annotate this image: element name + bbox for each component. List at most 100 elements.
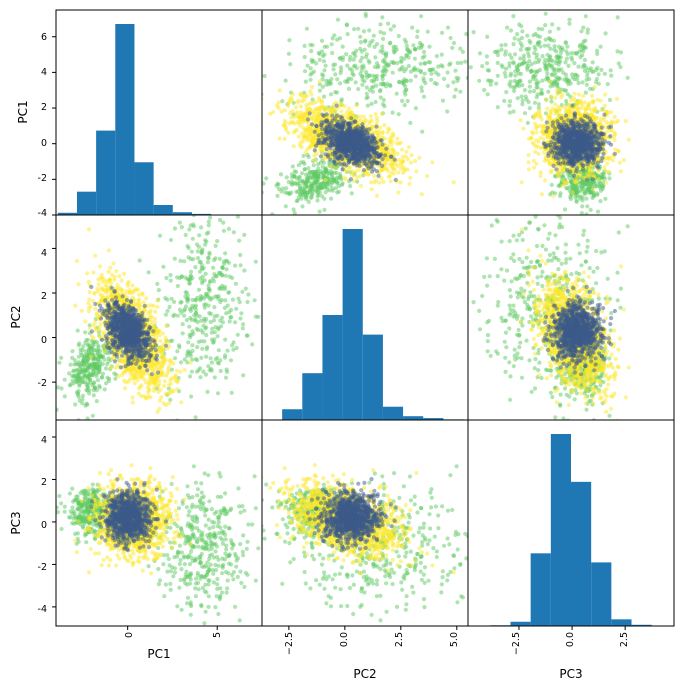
scatter-point — [625, 75, 630, 80]
scatter-point — [370, 146, 376, 151]
scatter-point — [378, 95, 383, 100]
scatter-point — [538, 91, 543, 96]
scatter-point — [591, 192, 597, 197]
scatter-point — [319, 38, 325, 43]
histogram-bar — [57, 212, 77, 215]
scatter-point — [300, 204, 305, 209]
scatter-point — [534, 95, 539, 100]
scatter-point — [291, 144, 296, 149]
scatter-point — [335, 77, 340, 82]
scatter-point — [594, 80, 599, 85]
scatter-point — [402, 103, 407, 108]
scatter-point — [324, 147, 329, 152]
scatter-point — [595, 209, 601, 214]
scatter-point — [391, 61, 396, 66]
scatter-point — [326, 135, 331, 140]
scatter-point — [317, 82, 322, 87]
scatter-point — [279, 109, 284, 114]
scatter-point — [317, 98, 322, 103]
scatter-point — [334, 132, 339, 137]
scatter-point — [337, 36, 343, 41]
scatter-point — [358, 59, 363, 64]
scatter-point — [350, 169, 355, 174]
scatter-point — [422, 71, 427, 76]
scatter-point — [277, 136, 282, 141]
scatter-point — [503, 74, 508, 79]
scatter-point — [356, 86, 361, 92]
scatter-point — [549, 182, 554, 187]
scatter-point — [588, 86, 593, 91]
scatter-point — [557, 106, 562, 111]
scatter-point — [585, 27, 591, 32]
scatter-point — [540, 129, 545, 134]
scatter-point — [358, 183, 363, 188]
scatter-point — [335, 17, 341, 22]
scatter-point — [396, 170, 401, 175]
scatter-point — [375, 160, 380, 165]
scatter-point — [583, 90, 588, 95]
scatter-point — [555, 92, 560, 97]
scatter-point — [451, 40, 457, 46]
scatter-point — [318, 169, 324, 174]
scatter-point — [576, 92, 582, 97]
scatter-point — [338, 65, 344, 70]
scatter-point — [507, 110, 512, 115]
scatter-point — [517, 79, 522, 85]
scatter-point — [320, 53, 326, 59]
scatter-point — [314, 123, 319, 128]
scatter-point — [422, 61, 428, 66]
scatter-point — [268, 111, 273, 116]
scatter-point — [316, 133, 321, 138]
scatter-point — [320, 112, 325, 117]
scatter-point — [360, 82, 365, 87]
scatter-point — [309, 92, 314, 97]
scatter-point — [425, 29, 430, 34]
scatter-point — [530, 140, 535, 145]
scatter-point — [403, 84, 408, 89]
scatter-point — [574, 51, 580, 56]
scatter-point — [359, 74, 364, 79]
scatter-point — [556, 26, 561, 31]
scatter-point — [276, 100, 281, 105]
scatter-point — [303, 150, 308, 155]
scatter-point — [543, 57, 548, 63]
scatter-point — [279, 189, 284, 194]
scatter-point — [533, 47, 538, 52]
scatter-point — [348, 184, 353, 189]
scatter-point — [310, 133, 315, 138]
scatter-point — [337, 101, 342, 106]
scatter-point — [289, 172, 294, 177]
scatter-point — [321, 139, 327, 144]
scatter-point — [416, 45, 421, 50]
scatter-point — [618, 64, 623, 70]
scatter-point — [405, 47, 410, 52]
cell-content — [468, 10, 631, 215]
scatter-point — [516, 37, 522, 42]
scatter-point — [303, 180, 308, 185]
scatter-point — [471, 29, 476, 35]
scatter-point — [354, 141, 359, 147]
scatter-point — [307, 170, 312, 175]
scatter-point — [358, 118, 363, 123]
scatter-point — [436, 72, 441, 77]
scatter-point — [536, 151, 541, 156]
scatter-point — [525, 67, 530, 72]
scatter-point — [310, 185, 315, 190]
scatter-point — [599, 67, 604, 72]
scatter-point — [590, 99, 596, 104]
scatter-point — [511, 109, 516, 114]
scatter-point — [402, 89, 407, 94]
scatter-point — [290, 109, 295, 114]
scatter-point — [448, 35, 453, 41]
scatter-point — [308, 72, 313, 77]
scatter-point — [572, 179, 577, 184]
scatter-point — [520, 98, 525, 103]
scatter-point — [567, 17, 572, 22]
scatter-point — [563, 40, 568, 45]
scatter-point — [410, 25, 415, 30]
scatter-point — [459, 60, 464, 65]
scatter-point — [546, 43, 551, 48]
scatter-point — [350, 71, 355, 76]
scatter-point — [402, 37, 407, 42]
scatter-point — [381, 68, 386, 73]
